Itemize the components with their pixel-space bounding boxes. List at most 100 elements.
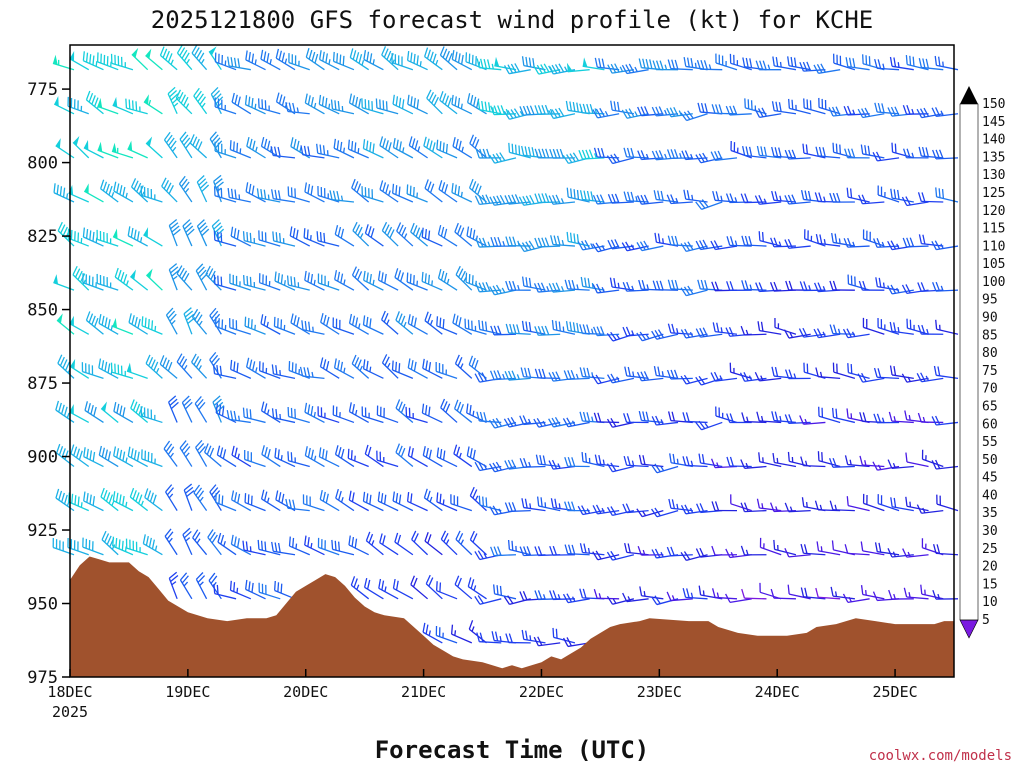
wind-barb bbox=[317, 406, 340, 424]
wind-barb bbox=[230, 226, 252, 247]
x-tick-label: 23DEC bbox=[637, 683, 682, 701]
wind-barb bbox=[803, 98, 826, 115]
wind-barb bbox=[145, 136, 163, 159]
wind-barb bbox=[800, 456, 826, 468]
wind-barb bbox=[562, 417, 590, 428]
wind-barb bbox=[100, 401, 119, 423]
wind-barb bbox=[229, 580, 252, 600]
wind-barb bbox=[788, 98, 811, 115]
colorbar-tick-label: 5 bbox=[982, 613, 990, 628]
wind-barb bbox=[592, 107, 620, 119]
wind-barb bbox=[112, 491, 134, 512]
wind-barb bbox=[889, 56, 914, 71]
x-tick-label: 22DEC bbox=[519, 683, 564, 701]
wind-barb bbox=[858, 194, 885, 205]
wind-barb bbox=[421, 227, 443, 247]
wind-barb bbox=[125, 98, 148, 115]
wind-barb bbox=[425, 574, 443, 600]
wind-barb bbox=[816, 541, 841, 556]
wind-barb bbox=[754, 107, 782, 119]
wind-barb bbox=[422, 622, 443, 644]
wind-barb bbox=[392, 491, 414, 512]
wind-barb bbox=[521, 320, 546, 335]
wind-barb bbox=[582, 57, 605, 71]
wind-barb bbox=[348, 93, 369, 115]
wind-barb bbox=[758, 231, 782, 247]
wind-barb bbox=[873, 238, 900, 248]
wind-barb bbox=[740, 502, 767, 513]
wind-barb bbox=[242, 407, 266, 424]
colorbar-tick-label: 25 bbox=[982, 542, 998, 557]
wind-barb bbox=[917, 412, 944, 424]
wind-barb bbox=[846, 187, 870, 203]
wind-barb bbox=[715, 53, 738, 71]
wind-barb bbox=[165, 484, 178, 511]
wind-barb bbox=[667, 323, 693, 335]
x-axis: 18DEC 2025 19DEC 20DEC 21DEC 22DEC 23DEC 24DEC 2… bbox=[47, 669, 918, 721]
wind-barb bbox=[754, 371, 782, 382]
wind-barb bbox=[394, 532, 414, 556]
wind-barb bbox=[593, 412, 620, 424]
wind-barb bbox=[887, 548, 914, 558]
colorbar-tick-label: 20 bbox=[982, 560, 998, 575]
wind-barb bbox=[301, 320, 325, 335]
wind-barb bbox=[902, 548, 929, 558]
wind-barb bbox=[725, 105, 752, 116]
wind-barb bbox=[726, 236, 752, 247]
wind-barb bbox=[759, 537, 782, 556]
wind-barb bbox=[549, 545, 575, 556]
wind-barb bbox=[505, 280, 531, 291]
wind-barb bbox=[317, 537, 340, 556]
wind-barb bbox=[564, 279, 590, 291]
wind-barb bbox=[408, 136, 428, 159]
wind-barb bbox=[813, 63, 841, 74]
credit-text[interactable]: coolwx.com/models bbox=[869, 748, 1012, 764]
wind-barb bbox=[740, 459, 767, 469]
y-tick-label: 900 bbox=[27, 448, 58, 468]
y-tick-label: 975 bbox=[27, 668, 58, 688]
wind-barb bbox=[304, 446, 325, 468]
wind-barb bbox=[182, 219, 195, 247]
wind-barb bbox=[405, 406, 428, 424]
wind-barb bbox=[53, 183, 75, 203]
wind-barb bbox=[680, 110, 708, 122]
wind-barb bbox=[857, 107, 885, 119]
wind-barb bbox=[82, 537, 104, 556]
wind-barb bbox=[196, 175, 210, 203]
wind-barb bbox=[533, 417, 561, 428]
wind-barb bbox=[455, 265, 473, 291]
wind-barb bbox=[901, 196, 929, 207]
wind-barb bbox=[304, 402, 325, 424]
wind-barb bbox=[772, 56, 797, 71]
wind-barb bbox=[131, 47, 149, 71]
wind-barb bbox=[474, 194, 502, 205]
wind-barb bbox=[757, 321, 782, 335]
wind-barb bbox=[98, 313, 119, 335]
wind-barb bbox=[82, 51, 104, 71]
wind-barb bbox=[256, 188, 281, 203]
wind-barb bbox=[411, 530, 429, 556]
wind-barb bbox=[621, 63, 649, 75]
wind-barb bbox=[489, 152, 517, 164]
wind-barb bbox=[636, 508, 664, 518]
wind-barb bbox=[302, 494, 325, 512]
wind-barb bbox=[351, 354, 370, 379]
wind-barb bbox=[127, 446, 148, 468]
colorbar-tick-label: 35 bbox=[982, 506, 998, 521]
wind-barb bbox=[183, 307, 196, 335]
wind-barb bbox=[799, 281, 826, 292]
wind-barb bbox=[890, 188, 914, 203]
wind-barb bbox=[860, 585, 885, 600]
wind-barb bbox=[450, 624, 473, 644]
wind-barb bbox=[56, 313, 75, 335]
wind-barb bbox=[81, 362, 104, 379]
x-tick-label: 18DEC bbox=[47, 683, 92, 701]
y-tick-label: 850 bbox=[27, 301, 58, 321]
wind-barb bbox=[846, 496, 870, 512]
wind-barb bbox=[784, 369, 811, 380]
wind-barb bbox=[213, 274, 237, 291]
wind-barb bbox=[829, 192, 855, 203]
wind-barb bbox=[257, 98, 281, 115]
wind-barb bbox=[363, 50, 384, 71]
